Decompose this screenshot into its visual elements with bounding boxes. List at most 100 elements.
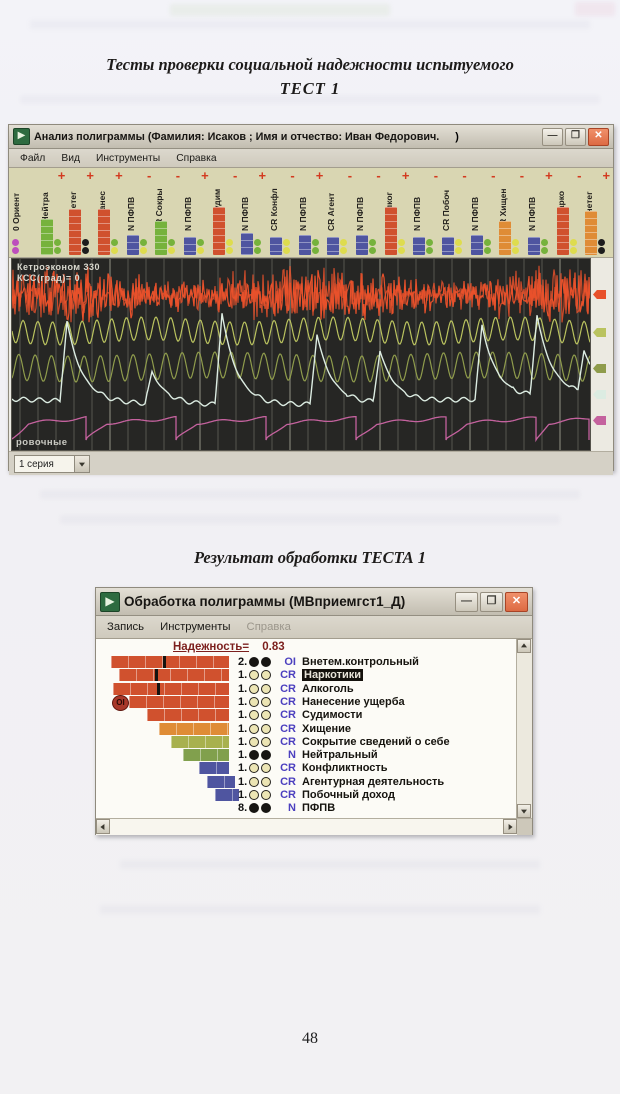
result-row[interactable]: 1. CR Конфликтность <box>96 762 532 775</box>
channel-column-18[interactable]: - CR Хищен <box>497 169 526 255</box>
row-name[interactable]: Агентурная деятельность <box>302 775 445 788</box>
trace-marker-icon[interactable] <box>593 328 606 337</box>
result-row[interactable]: 1. CR Побочный доход <box>96 789 532 802</box>
row-name[interactable]: Хищение <box>302 722 352 735</box>
processing-titlebar[interactable]: ▶ Обработка полиграммы (МВприемгст1_Д) —… <box>96 588 532 616</box>
channel-column-7[interactable]: + N ПФПВ <box>182 169 211 255</box>
chart-overlay-metric-1: Кетроэконом 330 <box>17 262 101 272</box>
row-dot-icon <box>249 670 259 681</box>
result-row[interactable]: 1. CR Агентурная деятельность <box>96 775 532 789</box>
result-row[interactable]: OI 1. CR Нанесение ущерба <box>96 694 532 711</box>
vertical-scrollbar[interactable] <box>516 639 532 818</box>
row-number: 1. <box>238 709 248 722</box>
menu-tools[interactable]: Инструменты <box>160 621 231 633</box>
row-name[interactable]: Сокрытие сведений о себе <box>302 735 450 748</box>
row-name[interactable]: Внетем.контрольный <box>302 656 419 668</box>
chart-overlay-bottom-label: ровочные <box>16 437 68 448</box>
close-button[interactable]: ✕ <box>588 127 609 146</box>
analysis-statusbar: 1 серия <box>9 451 613 475</box>
row-code: CR <box>280 735 296 748</box>
channel-dot-icon <box>139 239 147 246</box>
row-name[interactable]: Нейтральный <box>302 749 378 762</box>
scroll-right-icon[interactable] <box>503 819 517 834</box>
score-bar <box>159 722 229 735</box>
score-bar <box>183 749 229 762</box>
trace-marker-icon[interactable] <box>593 290 606 299</box>
row-number: 1. <box>238 762 248 775</box>
scroll-up-icon[interactable] <box>517 639 531 653</box>
channel-sign: + <box>545 168 553 183</box>
channel-column-11[interactable]: + N ПФПВ <box>297 169 326 255</box>
series-selector[interactable]: 1 серия <box>14 455 90 473</box>
trace-marker-icon[interactable] <box>593 416 606 425</box>
result-row[interactable]: 1. CR Хищение <box>96 722 532 736</box>
channel-column-9[interactable]: + N ПФПВ <box>239 169 268 255</box>
resize-corner[interactable] <box>517 818 532 835</box>
channel-column-3[interactable]: +OI Внетег <box>67 169 96 255</box>
bar-tick-mark <box>163 656 166 668</box>
channel-dot-icon <box>483 247 491 254</box>
result-row[interactable]: 1. CR Судимости <box>96 709 532 722</box>
row-name[interactable]: Конфликтность <box>302 762 388 775</box>
channel-column-16[interactable]: - CR Побоч <box>440 169 469 255</box>
channel-column-21[interactable]: +OI Внетег <box>583 169 612 255</box>
menu-view[interactable]: Вид <box>61 152 80 164</box>
channel-column-10[interactable]: - CR Конфл <box>268 169 297 255</box>
analysis-titlebar[interactable]: ▶ Анализ полиграммы (Фамилия: Исаков ; И… <box>9 125 613 149</box>
channel-dot-icon <box>455 247 463 254</box>
scroll-down-icon[interactable] <box>517 804 531 818</box>
app-icon: ▶ <box>100 591 120 612</box>
result-row[interactable]: 8. N ПФПВ <box>96 802 532 815</box>
channel-column-13[interactable]: - N ПФПВ <box>354 169 383 255</box>
row-name[interactable]: ПФПВ <box>302 802 336 815</box>
scroll-left-icon[interactable] <box>96 819 110 834</box>
channel-column-5[interactable]: - N ПФПВ <box>125 169 154 255</box>
channel-column-17[interactable]: - N ПФПВ <box>469 169 498 255</box>
menu-file[interactable]: Файл <box>20 152 46 164</box>
trace-marker-icon[interactable] <box>593 390 606 399</box>
channel-column-19[interactable]: + N ПФПВ <box>526 169 555 255</box>
menu-help[interactable]: Справка <box>176 152 217 164</box>
channel-stimulus-bar <box>442 237 455 255</box>
polygraph-chart[interactable]: Кетроэконом 330 КСС(град)= 0 ровочные <box>11 258 591 451</box>
channel-column-12[interactable]: - CR Агент <box>325 169 354 255</box>
channel-sign: - <box>175 168 181 183</box>
row-dot-icon <box>249 736 259 747</box>
channel-column-8[interactable]: -CR Судим <box>211 169 240 255</box>
maximize-button[interactable]: ❒ <box>565 127 586 146</box>
channel-dot-icon <box>168 239 176 246</box>
menu-record[interactable]: Запись <box>107 621 145 633</box>
row-name[interactable]: Алкоголь <box>302 682 354 695</box>
channel-column-20[interactable]: -CR Нарко <box>555 169 584 255</box>
horizontal-scrollbar[interactable] <box>96 818 517 835</box>
channel-column-15[interactable]: - N ПФПВ <box>411 169 440 255</box>
row-name[interactable]: Побочный доход <box>302 789 395 801</box>
result-row[interactable]: 1. CR Сокрытие сведений о себе <box>96 735 532 749</box>
menu-tools[interactable]: Инструменты <box>95 152 161 164</box>
result-row[interactable]: 1. N Нейтральный <box>96 749 532 762</box>
channel-column-14[interactable]: +CR Алког <box>383 169 412 255</box>
channel-dot-icon <box>569 239 577 246</box>
result-row[interactable]: 1. CR Алкоголь <box>96 682 532 696</box>
minimize-button[interactable]: — <box>455 591 478 612</box>
row-name[interactable]: Наркотики <box>302 669 364 682</box>
result-row[interactable]: 2. OI Внетем.контрольный <box>96 656 532 669</box>
channel-column-2[interactable]: + N Нейтра <box>39 169 68 255</box>
close-button[interactable]: ✕ <box>505 591 528 612</box>
row-name[interactable]: Нанесение ущерба <box>302 695 405 708</box>
channel-column-6[interactable]: - CR Сокры <box>153 169 182 255</box>
result-row[interactable]: 1. CR Наркотики <box>96 669 532 682</box>
row-number: 1. <box>238 749 248 762</box>
minimize-button[interactable]: — <box>542 127 563 146</box>
trace-marker-icon[interactable] <box>593 364 606 373</box>
row-number: 2. <box>238 656 248 668</box>
channel-column-1[interactable]: 0 Ориент <box>10 169 39 255</box>
app-icon: ▶ <box>13 128 30 145</box>
row-name[interactable]: Судимости <box>302 709 363 722</box>
channel-stimulus-bar <box>184 237 197 255</box>
score-bar <box>215 789 239 801</box>
channel-column-4[interactable]: +CR Нанес <box>96 169 125 255</box>
channel-stimulus-bar <box>270 237 283 255</box>
maximize-button[interactable]: ❒ <box>480 591 503 612</box>
dropdown-arrow-icon[interactable] <box>74 456 89 472</box>
